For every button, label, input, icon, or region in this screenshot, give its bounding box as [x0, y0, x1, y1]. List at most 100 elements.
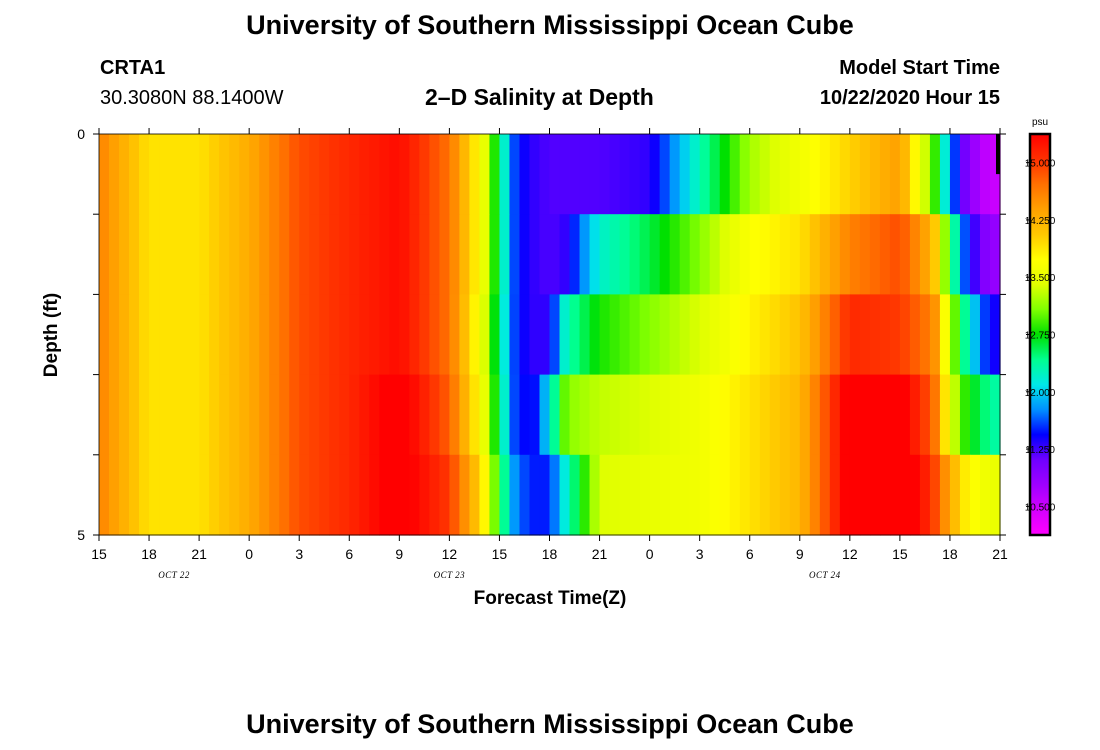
x-tick-label: 21 [592, 546, 608, 562]
heatmap-cell [559, 134, 571, 215]
heatmap-cell [699, 134, 711, 215]
heatmap-cell [579, 294, 591, 376]
heatmap-cell [119, 134, 130, 215]
heatmap-cell [189, 374, 200, 456]
heatmap-cell [619, 294, 631, 376]
heatmap-cell [499, 214, 511, 295]
heatmap-cell [499, 454, 511, 536]
heatmap-cell [559, 214, 571, 295]
heatmap-cell [259, 294, 270, 376]
heatmap-cell [529, 134, 541, 215]
heatmap-cell [829, 294, 841, 376]
heatmap-cell [489, 214, 501, 295]
heatmap-cell [539, 374, 551, 456]
heatmap-cell [399, 134, 410, 215]
heatmap-cell [569, 214, 581, 295]
colorbar-label: 14.250 [1025, 216, 1056, 227]
heatmap-cell [699, 214, 711, 295]
heatmap-cell [799, 134, 811, 215]
heatmap-cell [719, 214, 731, 295]
heatmap-cell [809, 374, 821, 456]
heatmap-cell [909, 134, 921, 215]
heatmap-cell [209, 134, 220, 215]
heatmap-cell [509, 374, 521, 456]
heatmap-cell [649, 454, 661, 536]
heatmap-cell [749, 134, 761, 215]
heatmap-cell [349, 294, 360, 376]
heatmap-cell [139, 134, 150, 215]
heatmap-cell [889, 294, 901, 376]
heatmap-cell [389, 214, 400, 295]
heatmap-cell [429, 134, 440, 215]
heatmap-cell [859, 374, 871, 456]
heatmap-cell [729, 454, 741, 536]
heatmap-cell [309, 454, 320, 536]
heatmap-cell [679, 454, 691, 536]
heatmap-cell [329, 214, 340, 295]
heatmap-cell [379, 454, 390, 536]
heatmap-cell [339, 374, 350, 456]
heatmap-cell [309, 374, 320, 456]
heatmap-cell [479, 374, 491, 456]
heatmap-cell [139, 294, 150, 376]
heatmap-cell [129, 454, 140, 536]
heatmap-cell [869, 134, 881, 215]
heatmap-cell [349, 134, 360, 215]
heatmap-cell [779, 134, 791, 215]
heatmap-cell [519, 374, 531, 456]
heatmap-cell [949, 294, 961, 376]
heatmap-cell [979, 134, 991, 215]
heatmap-cell [299, 214, 310, 295]
heatmap-cell [359, 454, 370, 536]
heatmap-cell [919, 134, 931, 215]
heatmap-cell [789, 134, 801, 215]
heatmap-cell [309, 294, 320, 376]
heatmap-cell [179, 454, 190, 536]
heatmap-cell [859, 214, 871, 295]
heatmap-cell [959, 214, 971, 295]
heatmap-cell [889, 134, 901, 215]
heatmap-cell [969, 294, 981, 376]
heatmap-cell [899, 294, 911, 376]
heatmap-cell [229, 454, 240, 536]
heatmap-cell [339, 214, 350, 295]
heatmap-cell [129, 134, 140, 215]
heatmap-cell [859, 454, 871, 536]
heatmap-cell [309, 134, 320, 215]
heatmap-cell [419, 214, 430, 295]
heatmap-cell [659, 214, 671, 295]
heatmap-cell [919, 294, 931, 376]
heatmap-cell [409, 294, 420, 376]
heatmap-cell [819, 374, 831, 456]
heatmap-cell [859, 294, 871, 376]
heatmap-cell [699, 294, 711, 376]
heatmap-cell [549, 134, 561, 215]
heatmap-cell [849, 214, 861, 295]
heatmap-cell [119, 374, 130, 456]
x-tick-label: 6 [345, 546, 353, 562]
heatmap-cell [219, 374, 230, 456]
heatmap-cell [369, 374, 380, 456]
heatmap-cell [569, 374, 581, 456]
heatmap-cell [709, 294, 721, 376]
heatmap-cell [589, 374, 601, 456]
heatmap-cell [809, 294, 821, 376]
heatmap-cell [409, 214, 420, 295]
heatmap-cell [229, 134, 240, 215]
heatmap-cell [689, 134, 701, 215]
heatmap-cell [319, 374, 330, 456]
heatmap-cell [949, 374, 961, 456]
heatmap-cell [669, 294, 681, 376]
heatmap-cell [199, 134, 210, 215]
heatmap-cell [799, 214, 811, 295]
heatmap-cell [409, 374, 420, 456]
heatmap-cell [299, 134, 310, 215]
heatmap-cell [239, 134, 250, 215]
heatmap-cell [269, 294, 280, 376]
heatmap-cell [139, 374, 150, 456]
heatmap-cell [839, 214, 851, 295]
heatmap-cell [389, 294, 400, 376]
model-start-value: 10/22/2020 Hour 15 [819, 87, 1000, 109]
heatmap-cell [629, 214, 641, 295]
